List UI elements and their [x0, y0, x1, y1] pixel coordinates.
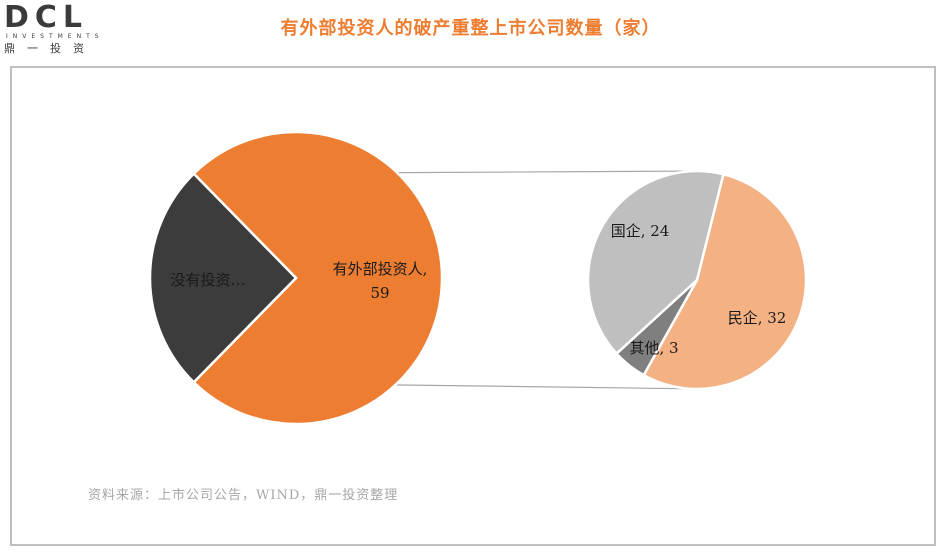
main-slice-label-external-investor: 有外部投资人, [333, 260, 428, 278]
logo-subtitle: INVESTMENTS [6, 33, 104, 40]
logo-chinese-name: 鼎一投资 [4, 42, 96, 55]
sub-slice-label-private: 民企, 32 [728, 309, 787, 327]
sub-slice-label-other: 其他, 3 [629, 339, 678, 357]
main-slice-label-no-investor: 没有投资… [170, 271, 245, 289]
logo-mark: DCL [4, 0, 89, 35]
chart-title: 有外部投资人的破产重整上市公司数量（家） [280, 18, 661, 39]
source-note: 资料来源：上市公司公告，WIND，鼎一投资整理 [88, 488, 399, 503]
main-slice-no-investor [148, 171, 298, 385]
sub-slice-soe [586, 169, 725, 356]
logo: DCL INVESTMENTS 鼎一投资 [4, 0, 99, 56]
sub-slice-private [642, 172, 808, 391]
sub-slice-label-soe: 国企, 24 [611, 222, 670, 240]
chart-frame [10, 66, 936, 546]
main-slice-external-investor [192, 130, 444, 426]
main-slice-value-external-investor: 59 [370, 284, 389, 302]
